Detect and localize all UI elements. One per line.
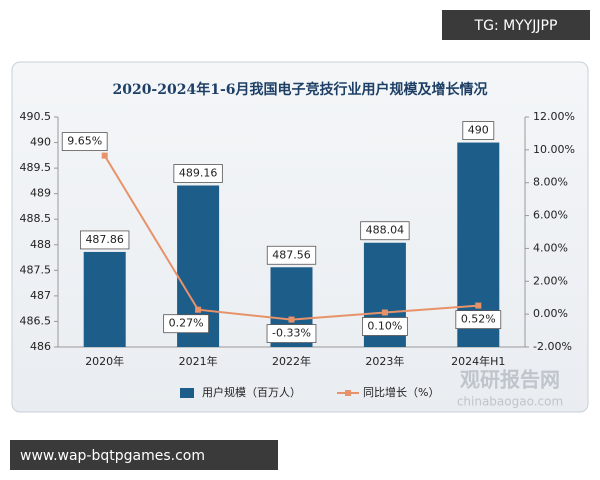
line-label: 0.27% [169, 317, 204, 330]
line-marker [475, 302, 482, 309]
chart-title: 2020-2024年1-6月我国电子竞技行业用户规模及增长情况 [112, 81, 487, 98]
line-label: 9.65% [67, 135, 102, 148]
x-tick-label: 2021年 [179, 354, 218, 368]
y2-tick-label: -2.00% [533, 340, 572, 353]
legend-label: 用户规模（百万人） [202, 385, 301, 399]
y-tick-label: 488 [30, 238, 51, 251]
bottom-badge: www.wap-bqtpgames.com [20, 448, 205, 464]
bar-label: 487.56 [272, 248, 311, 261]
y2-tick-label: 2.00% [533, 274, 568, 287]
badge-bg [442, 10, 590, 40]
bar-label-box [80, 230, 130, 250]
line-label: -0.33% [272, 327, 311, 340]
legend-label: 同比增长（%） [363, 385, 439, 399]
watermark: 观研报告网 [460, 368, 560, 392]
bar-label-box [173, 164, 223, 183]
x-tick-label: 2024年H1 [451, 354, 505, 368]
y2-tick-label: 10.00% [533, 143, 575, 156]
line-label-box [362, 317, 408, 336]
y2-tick-label: 8.00% [533, 176, 568, 189]
y-tick-label: 486.5 [20, 314, 52, 327]
y-tick-label: 487 [30, 289, 51, 302]
y2-tick-label: 12.00% [533, 110, 575, 123]
y-tick-label: 489.5 [20, 161, 52, 174]
bar [83, 251, 126, 347]
bar-label: 488.04 [366, 224, 405, 237]
bar-label-box [266, 245, 317, 265]
bar-label: 489.16 [179, 166, 218, 179]
legend-swatch [180, 388, 194, 398]
line-label: 0.10% [367, 320, 402, 333]
legend-swatch [345, 390, 351, 396]
line-marker [381, 309, 388, 316]
y-tick-label: 490 [30, 136, 51, 149]
line-label-box [455, 310, 502, 330]
bar-label: 490 [468, 124, 489, 137]
bar-label-box [360, 221, 410, 241]
panel [11, 61, 589, 413]
line-marker [101, 152, 108, 159]
bar-label: 487.86 [85, 233, 124, 246]
line-marker [195, 306, 202, 313]
y-tick-label: 487.5 [20, 263, 52, 276]
y-tick-label: 486 [30, 340, 51, 353]
badge-bg [10, 440, 278, 470]
y2-tick-label: 6.00% [533, 209, 568, 222]
line-label-box [163, 314, 209, 334]
line-label-box [266, 324, 317, 343]
y-tick-label: 488.5 [20, 212, 52, 225]
x-tick-label: 2022年 [272, 354, 311, 368]
y-tick-label: 490.5 [20, 110, 52, 123]
line-label-box [61, 132, 108, 152]
bar-label-box [462, 121, 495, 140]
y-tick-label: 489 [30, 187, 51, 200]
x-tick-label: 2020年 [85, 354, 124, 368]
top-badge: TG: MYYJJPP [474, 18, 558, 34]
watermark-url: chinabaogao.com [457, 395, 563, 409]
line-label: 0.52% [461, 313, 496, 326]
line-marker [288, 316, 295, 323]
y2-tick-label: 0.00% [533, 307, 568, 320]
y2-tick-label: 4.00% [533, 241, 568, 254]
x-tick-label: 2023年 [365, 354, 404, 368]
